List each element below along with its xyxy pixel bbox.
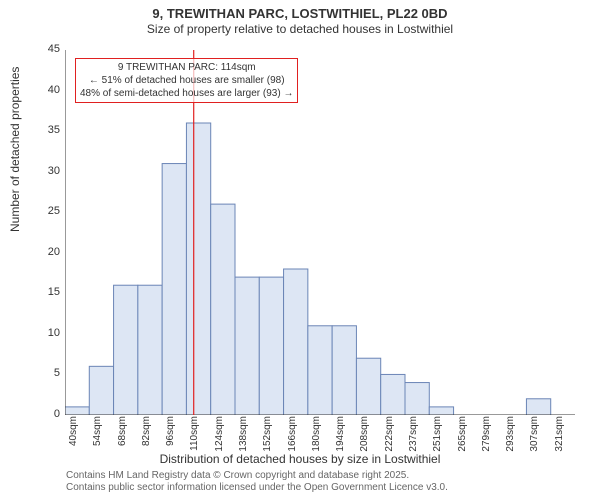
- y-tick-label: 5: [30, 367, 60, 379]
- x-tick-label: 307sqm: [529, 416, 540, 456]
- histogram-bar: [114, 285, 138, 415]
- histogram-bar: [356, 358, 380, 415]
- chart-title: 9, TREWITHAN PARC, LOSTWITHIEL, PL22 0BD…: [0, 0, 600, 37]
- x-tick-label: 321sqm: [554, 416, 565, 456]
- y-tick-label: 0: [30, 408, 60, 420]
- histogram-bar: [211, 204, 235, 415]
- histogram-bar: [332, 326, 356, 415]
- histogram-bar: [429, 407, 453, 415]
- title-line-2: Size of property relative to detached ho…: [0, 22, 600, 37]
- x-tick-label: 54sqm: [92, 416, 103, 456]
- annotation-line: ← 51% of detached houses are smaller (98…: [80, 74, 293, 87]
- y-tick-label: 15: [30, 286, 60, 298]
- histogram-bar: [308, 326, 332, 415]
- annotation-box: 9 TREWITHAN PARC: 114sqm← 51% of detache…: [75, 58, 298, 103]
- y-tick-label: 30: [30, 165, 60, 177]
- footer-line-2: Contains public sector information licen…: [66, 482, 448, 494]
- y-tick-label: 20: [30, 246, 60, 258]
- histogram-bar: [284, 269, 308, 415]
- histogram-bar: [526, 399, 550, 415]
- x-tick-label: 68sqm: [117, 416, 128, 456]
- x-tick-label: 96sqm: [165, 416, 176, 456]
- histogram-bar: [89, 366, 113, 415]
- x-tick-label: 138sqm: [238, 416, 249, 456]
- annotation-line: 48% of semi-detached houses are larger (…: [80, 87, 293, 100]
- footer-attribution: Contains HM Land Registry data © Crown c…: [66, 470, 448, 494]
- histogram-svg: [65, 50, 575, 415]
- histogram-bar: [405, 383, 429, 415]
- x-tick-label: 194sqm: [335, 416, 346, 456]
- y-tick-label: 45: [30, 43, 60, 55]
- y-tick-label: 10: [30, 327, 60, 339]
- title-line-1: 9, TREWITHAN PARC, LOSTWITHIEL, PL22 0BD: [0, 6, 600, 22]
- x-tick-label: 40sqm: [68, 416, 79, 456]
- x-tick-label: 293sqm: [505, 416, 516, 456]
- x-tick-label: 82sqm: [141, 416, 152, 456]
- x-tick-label: 279sqm: [481, 416, 492, 456]
- histogram-bar: [65, 407, 89, 415]
- histogram-bar: [138, 285, 162, 415]
- y-tick-label: 40: [30, 84, 60, 96]
- x-tick-label: 180sqm: [311, 416, 322, 456]
- chart-plot-area: [65, 50, 575, 415]
- x-tick-label: 251sqm: [432, 416, 443, 456]
- annotation-line: 9 TREWITHAN PARC: 114sqm: [80, 61, 293, 74]
- x-tick-label: 166sqm: [287, 416, 298, 456]
- x-tick-label: 222sqm: [384, 416, 395, 456]
- histogram-bar: [381, 374, 405, 415]
- y-tick-label: 35: [30, 124, 60, 136]
- footer-line-1: Contains HM Land Registry data © Crown c…: [66, 470, 448, 482]
- x-tick-label: 237sqm: [408, 416, 419, 456]
- y-axis-label: Number of detached properties: [8, 67, 22, 232]
- x-tick-label: 265sqm: [457, 416, 468, 456]
- y-tick-label: 25: [30, 205, 60, 217]
- x-tick-label: 152sqm: [262, 416, 273, 456]
- histogram-bar: [235, 277, 259, 415]
- histogram-bar: [259, 277, 283, 415]
- x-tick-label: 208sqm: [359, 416, 370, 456]
- histogram-bar: [162, 164, 186, 415]
- x-tick-label: 124sqm: [214, 416, 225, 456]
- x-tick-label: 110sqm: [189, 416, 200, 456]
- histogram-bar: [186, 123, 210, 415]
